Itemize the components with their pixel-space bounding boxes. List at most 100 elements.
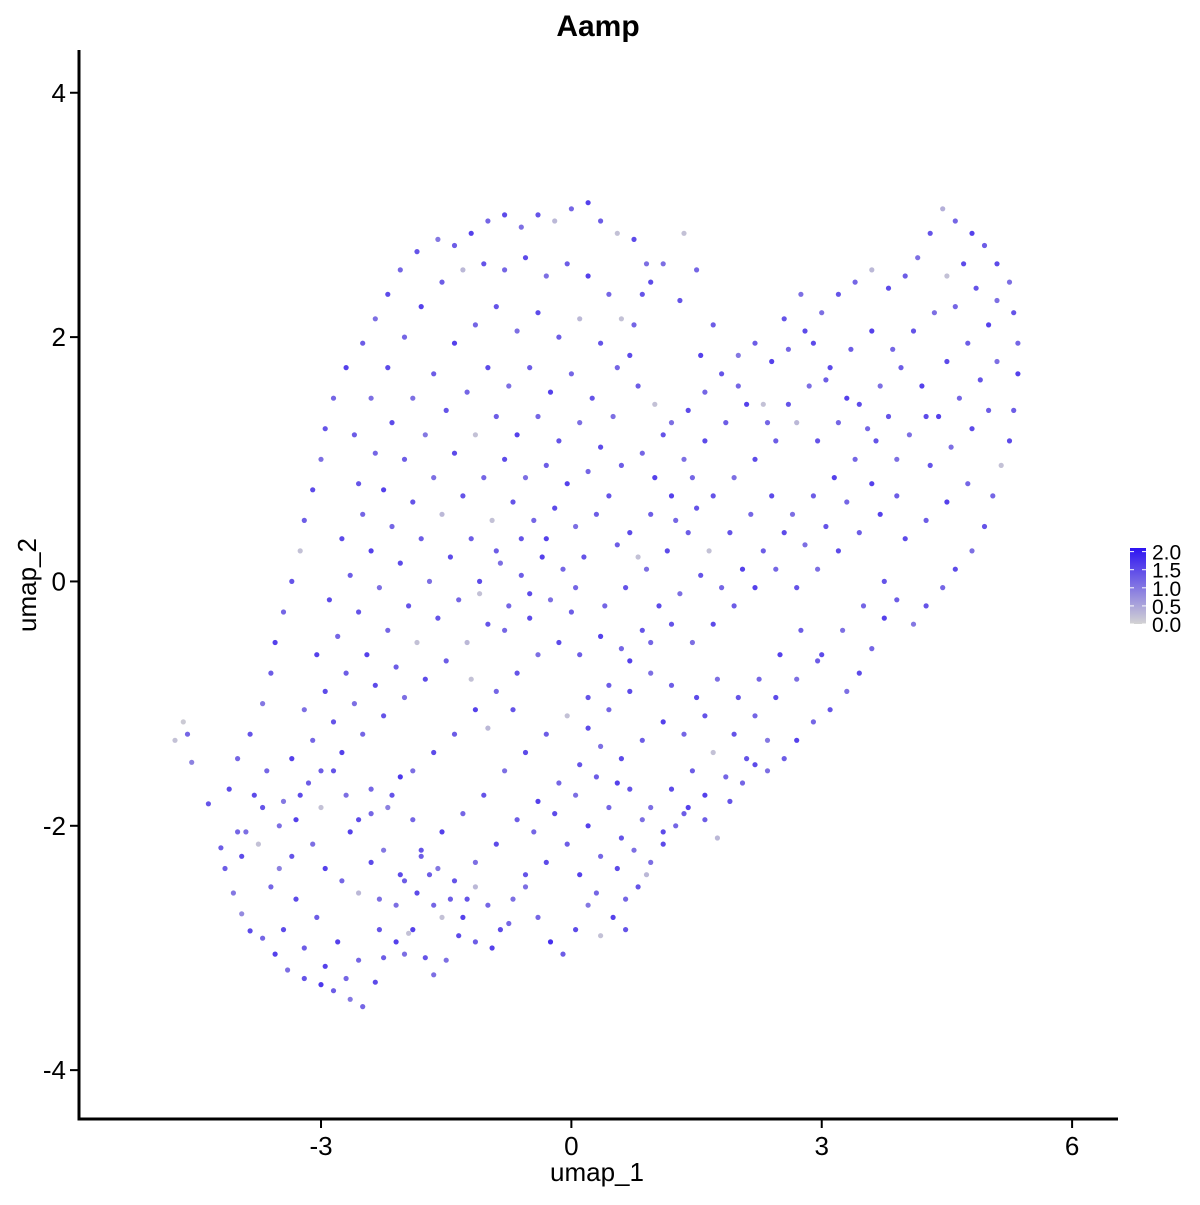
- data-point: [347, 572, 353, 578]
- data-point: [969, 548, 975, 554]
- data-point: [460, 811, 466, 817]
- data-point: [702, 817, 708, 823]
- data-point: [497, 560, 503, 566]
- y-tick-label: 4: [52, 78, 66, 108]
- data-point: [535, 212, 541, 218]
- data-point: [673, 517, 679, 524]
- data-point: [260, 701, 266, 707]
- data-point: [598, 218, 604, 224]
- data-point: [293, 896, 299, 902]
- data-point: [602, 603, 608, 609]
- data-point: [401, 878, 408, 884]
- data-point: [414, 890, 420, 896]
- data-point: [485, 218, 491, 224]
- data-point: [639, 291, 645, 297]
- data-point: [660, 829, 666, 835]
- data-point: [614, 365, 620, 371]
- data-point: [856, 401, 862, 407]
- data-point: [180, 719, 186, 725]
- data-point: [815, 438, 821, 444]
- data-point: [381, 955, 387, 961]
- data-point: [268, 670, 274, 676]
- data-point: [906, 432, 913, 438]
- data-point: [869, 481, 875, 487]
- data-point: [860, 603, 867, 609]
- data-point: [877, 511, 883, 517]
- data-point: [852, 456, 858, 462]
- colorbar-tick-label: 1.5: [1152, 560, 1181, 583]
- data-point: [639, 737, 645, 743]
- data-point: [335, 939, 341, 945]
- data-point: [543, 859, 549, 866]
- data-point: [739, 566, 746, 572]
- data-point: [585, 468, 591, 475]
- data-point: [831, 475, 837, 481]
- data-point: [435, 236, 441, 242]
- data-point: [418, 847, 424, 853]
- data-point: [556, 438, 562, 444]
- data-point: [710, 322, 716, 328]
- data-point: [485, 621, 491, 627]
- data-point: [719, 371, 725, 377]
- data-point: [735, 352, 741, 358]
- data-point: [685, 530, 691, 536]
- data-point: [251, 792, 257, 798]
- data-point: [648, 804, 654, 811]
- data-point: [781, 756, 787, 762]
- data-point: [443, 658, 449, 664]
- data-point: [322, 963, 328, 969]
- data-point: [343, 792, 349, 798]
- data-point: [806, 383, 812, 389]
- data-point: [184, 731, 191, 737]
- data-point: [360, 731, 366, 737]
- data-point: [835, 291, 842, 297]
- data-point: [581, 554, 587, 560]
- data-point: [668, 682, 675, 688]
- data-point: [936, 413, 942, 420]
- data-point: [502, 768, 508, 774]
- data-point: [773, 566, 779, 572]
- data-point: [343, 670, 349, 676]
- data-point: [431, 749, 437, 756]
- data-point: [356, 609, 362, 615]
- data-point: [869, 267, 875, 273]
- chart-title: Aamp: [556, 10, 639, 43]
- data-point: [522, 884, 529, 890]
- data-point: [977, 377, 983, 383]
- data-point: [347, 996, 353, 1002]
- data-point: [426, 578, 433, 585]
- data-point: [748, 511, 754, 517]
- data-point: [627, 658, 633, 664]
- data-point: [451, 340, 458, 346]
- data-point: [952, 304, 958, 310]
- data-point: [606, 291, 612, 297]
- data-point: [648, 279, 654, 285]
- data-point: [410, 927, 416, 933]
- data-point: [435, 865, 441, 872]
- data-point: [560, 951, 566, 957]
- data-point: [418, 304, 424, 310]
- data-point: [401, 951, 408, 957]
- data-point: [865, 426, 871, 432]
- data-point: [514, 670, 520, 676]
- data-point: [260, 935, 266, 941]
- data-point: [360, 1004, 366, 1010]
- data-point: [285, 967, 291, 973]
- data-point: [218, 845, 224, 851]
- data-point: [727, 530, 733, 536]
- data-point: [406, 603, 412, 609]
- data-point: [764, 737, 771, 743]
- data-point: [585, 200, 591, 206]
- data-point: [272, 951, 278, 957]
- data-point: [994, 297, 1000, 304]
- data-point: [810, 340, 817, 346]
- data-point: [289, 578, 295, 585]
- data-point: [522, 475, 529, 481]
- data-point: [351, 432, 357, 438]
- data-point: [435, 615, 441, 621]
- data-point: [981, 523, 988, 530]
- data-point: [493, 688, 499, 695]
- data-point: [564, 841, 570, 847]
- data-point: [769, 493, 775, 499]
- data-point: [385, 291, 391, 297]
